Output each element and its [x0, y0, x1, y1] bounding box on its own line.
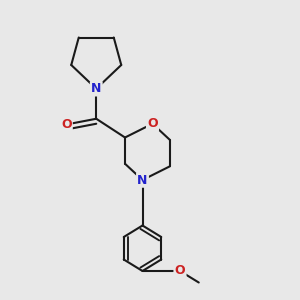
Text: N: N: [137, 173, 148, 187]
Text: O: O: [175, 265, 185, 278]
Text: O: O: [61, 118, 72, 131]
Text: O: O: [147, 117, 158, 130]
Text: N: N: [91, 82, 101, 95]
